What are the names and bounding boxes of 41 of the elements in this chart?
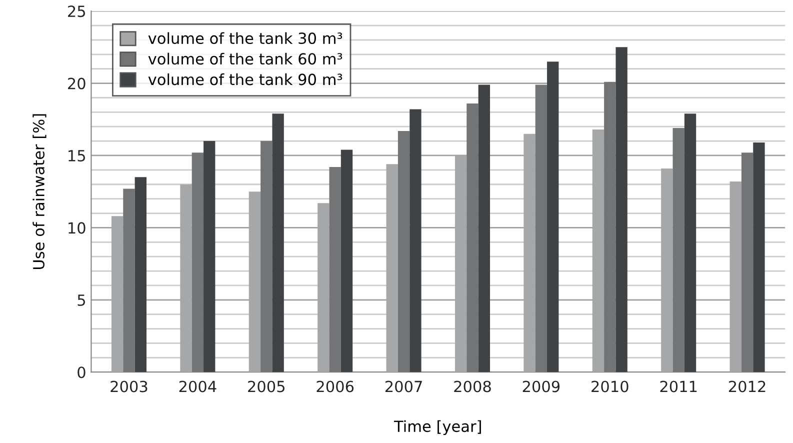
x-tick-label: 2011 <box>660 380 697 392</box>
bar <box>604 82 616 372</box>
bar <box>340 150 353 372</box>
bar <box>123 188 135 372</box>
bar <box>192 152 204 372</box>
y-tick-label: 20 <box>68 78 86 90</box>
bar <box>398 130 410 372</box>
bar <box>684 114 696 372</box>
legend-label: volume of the tank 30 m³ <box>148 32 342 44</box>
bar <box>260 141 272 372</box>
bar <box>535 84 548 372</box>
legend-label: volume of the tank 90 m³ <box>148 73 342 86</box>
y-tick-label: 15 <box>68 150 85 162</box>
bar <box>672 128 684 372</box>
x-tick-label: 2006 <box>316 380 354 392</box>
bar <box>741 152 754 372</box>
x-tick-label: 2008 <box>454 380 491 392</box>
x-tick-label: 2003 <box>110 380 148 392</box>
x-tick-label: 2012 <box>728 380 766 392</box>
x-tick-label: 2010 <box>592 380 628 392</box>
bar <box>204 141 216 372</box>
legend-label: volume of the tank 60 m³ <box>148 52 342 65</box>
y-tick-label: 25 <box>68 6 85 18</box>
x-tick-label: 2005 <box>248 380 284 392</box>
bar <box>410 109 422 372</box>
bar <box>272 114 284 372</box>
x-tick-label: 2004 <box>179 380 216 392</box>
bar <box>134 177 146 372</box>
bar <box>466 104 478 372</box>
x-tick-label: 2009 <box>522 380 560 392</box>
y-tick-label: 0 <box>78 366 86 378</box>
bar <box>616 47 628 372</box>
y-axis-title: Use of rainwater [%] <box>32 114 46 269</box>
x-axis-title: Time [year] <box>394 420 481 436</box>
bar <box>753 142 765 372</box>
bar <box>329 167 341 372</box>
y-tick-label: 5 <box>78 294 85 306</box>
y-tick-label: 10 <box>68 222 86 234</box>
x-tick-label: 2007 <box>385 380 422 392</box>
bar <box>478 84 490 372</box>
bar <box>547 62 559 372</box>
